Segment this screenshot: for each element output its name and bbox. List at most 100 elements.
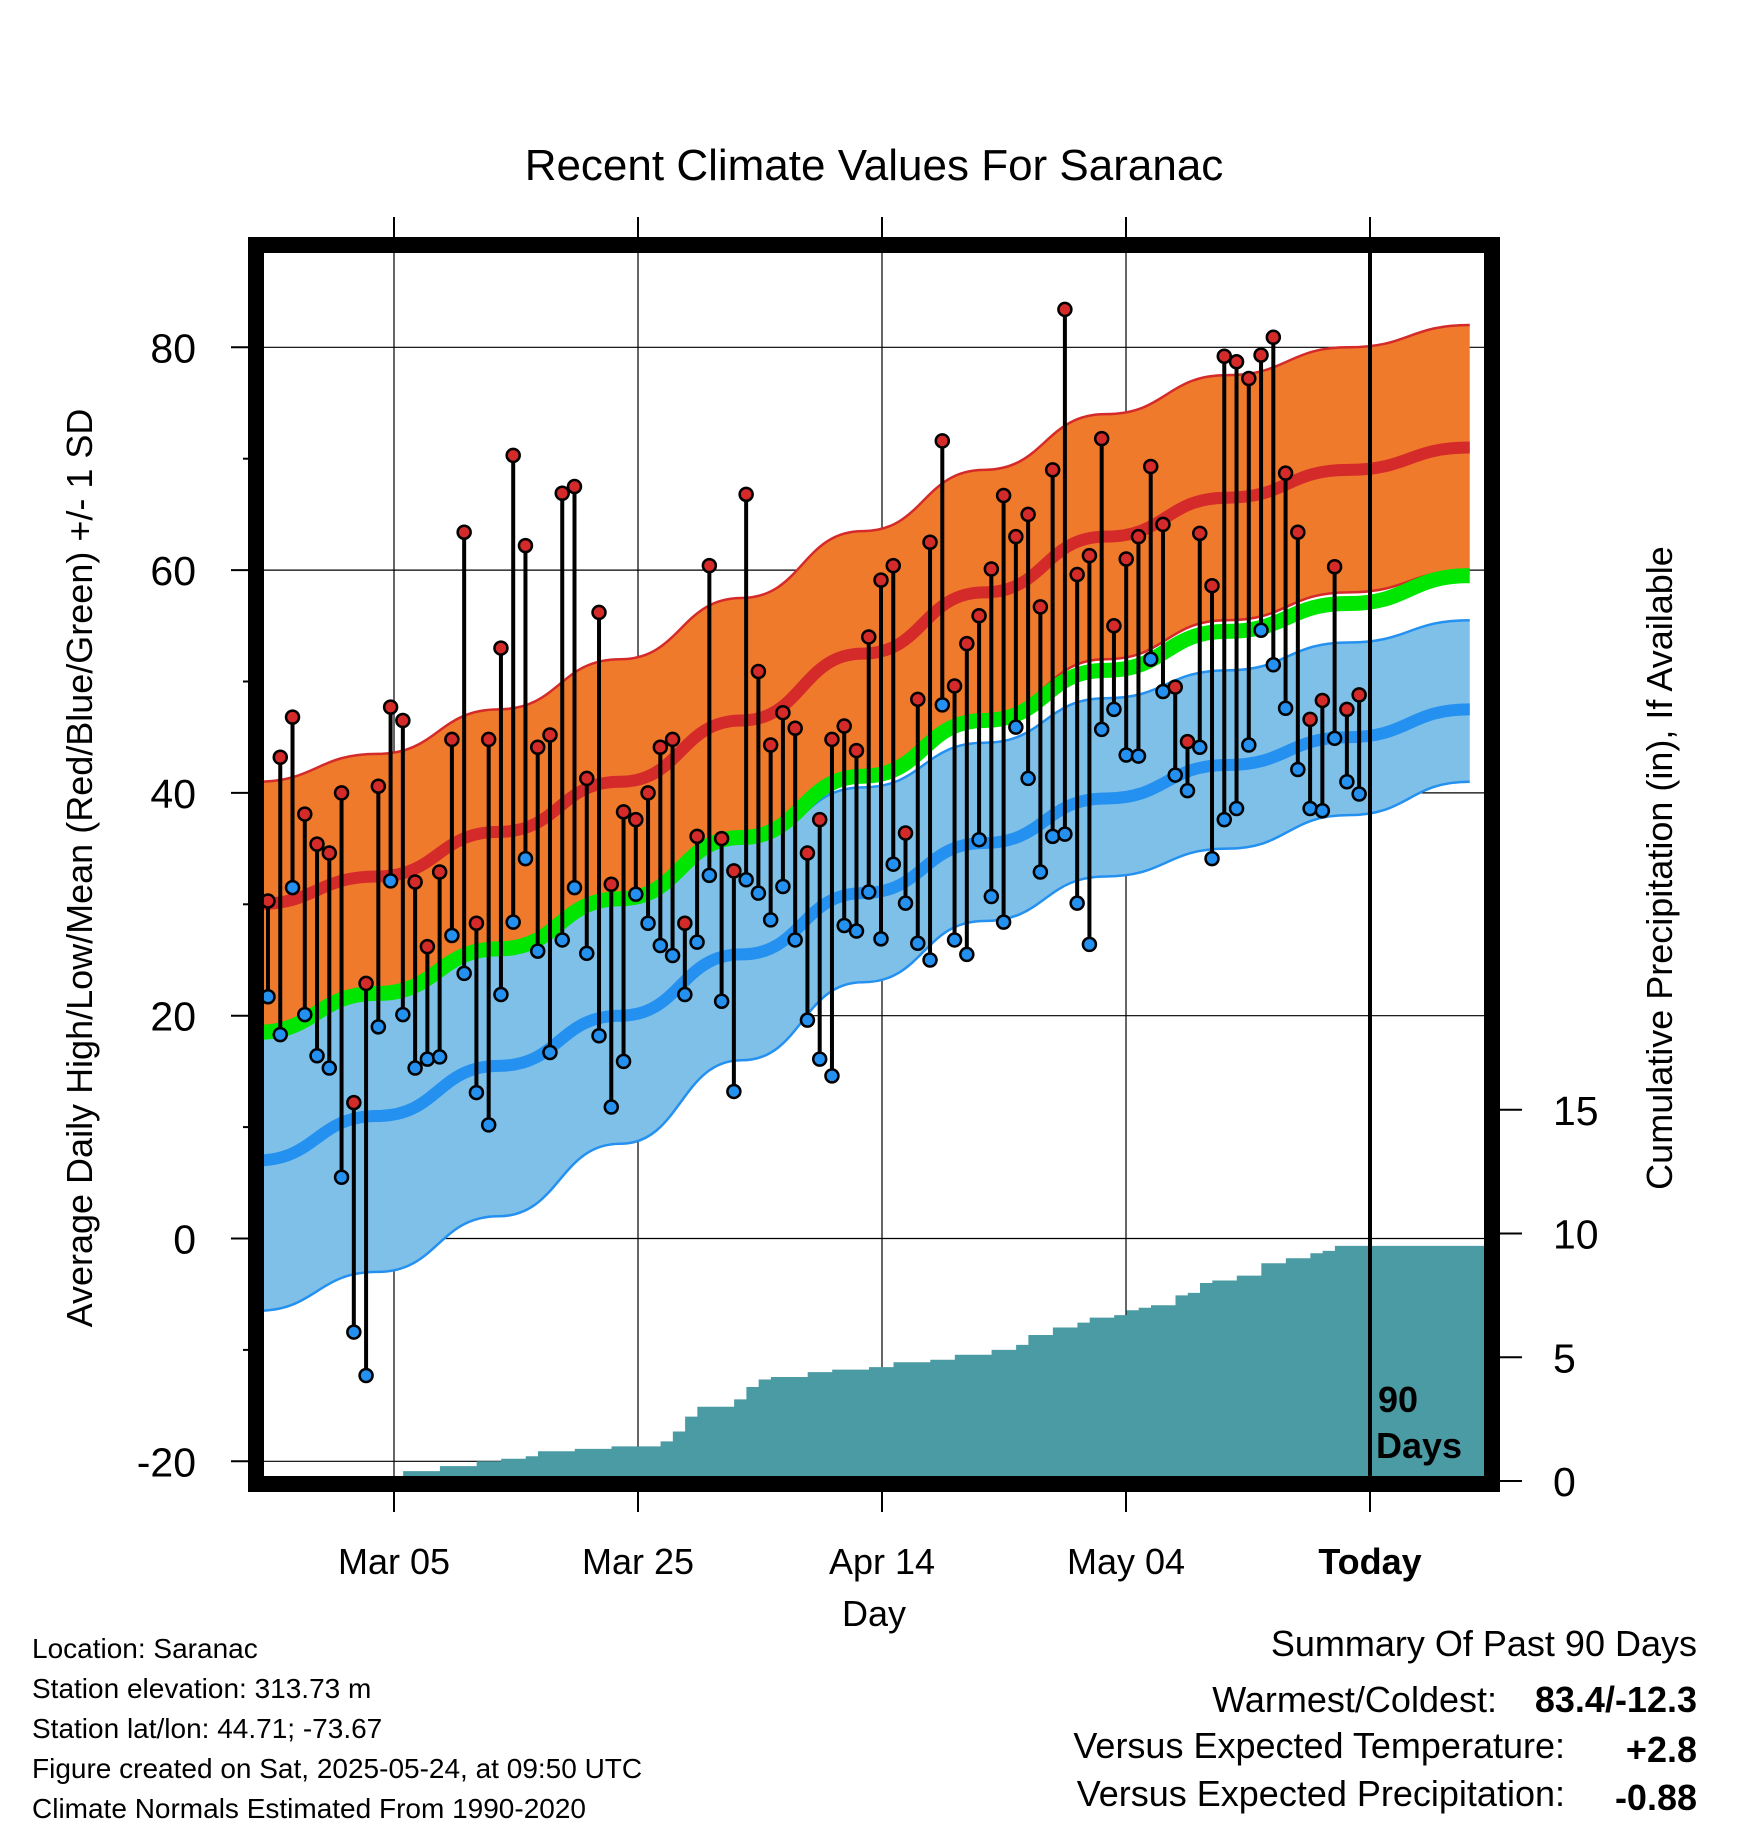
observed-low-dot <box>860 884 877 900</box>
observed-high-dot <box>1241 370 1257 387</box>
observed-high-dot <box>750 663 767 680</box>
observed-low-dot <box>628 886 644 903</box>
observed-low-dot <box>1253 622 1269 639</box>
observed-low-dot <box>836 917 852 934</box>
observed-high-dot <box>799 845 816 861</box>
plot-frame <box>248 237 1500 1492</box>
observed-high-dot <box>922 534 938 550</box>
observed-low-dot <box>995 914 1012 930</box>
observed-low-dot <box>395 1006 411 1023</box>
observed-low-dot <box>713 993 730 1009</box>
observed-high-dot <box>444 731 460 748</box>
observed-low-dot <box>1326 730 1343 747</box>
observed-high-dot <box>971 608 987 624</box>
observed-low-dot <box>370 1019 387 1035</box>
observed-low-dot <box>677 986 693 1003</box>
observed-low-dot <box>1057 826 1073 842</box>
observed-low-dot <box>554 932 570 948</box>
precipitation-fill <box>256 1245 1492 1484</box>
observed-high-dot <box>738 486 754 503</box>
observed-low-dot <box>799 1012 816 1028</box>
observed-low-dot <box>591 1028 607 1044</box>
low-sd-band <box>256 620 1470 1311</box>
observed-low-dot <box>579 945 595 962</box>
observed-low-dot <box>493 986 509 1003</box>
observed-high-dot <box>493 640 509 656</box>
footer-location: Location: Saranac <box>32 1633 258 1664</box>
observed-low-dot <box>566 879 583 896</box>
observed-dots <box>260 301 1367 1384</box>
observed-low-dot <box>297 1006 313 1023</box>
observed-low-dot <box>542 1044 558 1061</box>
y-tick-label: 0 <box>173 1217 196 1263</box>
observed-low-dot <box>885 856 902 872</box>
observed-low-dot <box>664 947 681 964</box>
observed-high-dot <box>1057 301 1073 318</box>
normal-bands <box>256 323 1470 1313</box>
observed-high-dot <box>824 731 840 748</box>
observed-low-dot <box>1008 719 1024 735</box>
footer-created: Figure created on Sat, 2025-05-24, at 09… <box>32 1753 642 1784</box>
observed-high-dot <box>1265 329 1282 346</box>
observed-low-dot <box>431 1049 448 1065</box>
observed-low-dot <box>897 895 914 911</box>
observed-low-dot <box>1106 701 1122 718</box>
observed-high-dot <box>1155 516 1171 533</box>
observed-high-dot <box>419 938 436 955</box>
y-tick-label: 60 <box>150 548 196 594</box>
observed-high-dot <box>284 709 301 725</box>
observed-high-dot <box>579 770 595 787</box>
observed-high-dot <box>983 561 1000 577</box>
observed-high-dot <box>272 749 289 766</box>
x-tick-label: Today <box>1318 1541 1421 1582</box>
observed-high-dot <box>1204 577 1220 594</box>
observed-high-dot <box>701 557 718 574</box>
observed-low-dot <box>346 1324 362 1340</box>
observed-high-dot <box>1192 525 1208 542</box>
observed-high-dot <box>542 727 558 743</box>
observed-low-dot <box>1277 700 1294 716</box>
observed-low-dot <box>1167 767 1183 783</box>
observed-high-dot <box>1179 733 1196 750</box>
observed-low-dot <box>529 943 546 959</box>
x-tick-label: May 04 <box>1067 1541 1185 1582</box>
observed-low-dot <box>1339 774 1355 790</box>
observed-high-dot <box>1093 430 1110 447</box>
observed-low-dot <box>959 946 975 963</box>
observed-low-dot <box>922 952 938 968</box>
observed-high-dot <box>333 785 350 801</box>
summary-temp-label: Versus Expected Temperature: <box>1073 1725 1565 1766</box>
observed-low-dot <box>750 885 767 901</box>
observed-high-dot <box>1216 348 1233 364</box>
footer-normals: Climate Normals Estimated From 1990-2020 <box>32 1793 586 1824</box>
observed-high-dot <box>309 836 325 852</box>
observed-low-dot <box>382 873 399 889</box>
observed-high-dot <box>1167 679 1183 695</box>
observed-low-dot <box>1069 895 1085 911</box>
observed-low-dot <box>1314 802 1331 819</box>
observed-high-dot <box>1314 692 1331 709</box>
observed-high-dot <box>677 915 693 931</box>
footer-elevation: Station elevation: 313.73 m <box>32 1673 371 1704</box>
summary-box: Summary Of Past 90 Days Warmest/Coldest:… <box>1073 1623 1697 1818</box>
observed-low-dot <box>934 697 951 713</box>
summary-warm-cold-value: 83.4/-12.3 <box>1535 1679 1697 1720</box>
observed-high-dot <box>603 876 620 892</box>
observed-high-dot <box>1118 551 1134 567</box>
observed-high-dot <box>910 691 926 708</box>
observed-low-dot <box>284 879 301 896</box>
observed-high-dot <box>358 975 374 992</box>
x-axis-label: Day <box>842 1593 906 1634</box>
x-tick-label: Mar 25 <box>582 1541 694 1582</box>
observed-low-dot <box>1241 737 1257 753</box>
observed-low-dot <box>848 923 865 939</box>
observed-low-dot <box>971 831 987 848</box>
observed-high-dot <box>554 485 570 501</box>
observed-high-dot <box>566 478 583 495</box>
observed-high-dot <box>652 739 669 755</box>
observed-low-dot <box>1093 721 1110 738</box>
observed-low-dot <box>910 935 926 952</box>
observed-low-dot <box>309 1048 325 1064</box>
summary-heading: Summary Of Past 90 Days <box>1271 1623 1697 1664</box>
